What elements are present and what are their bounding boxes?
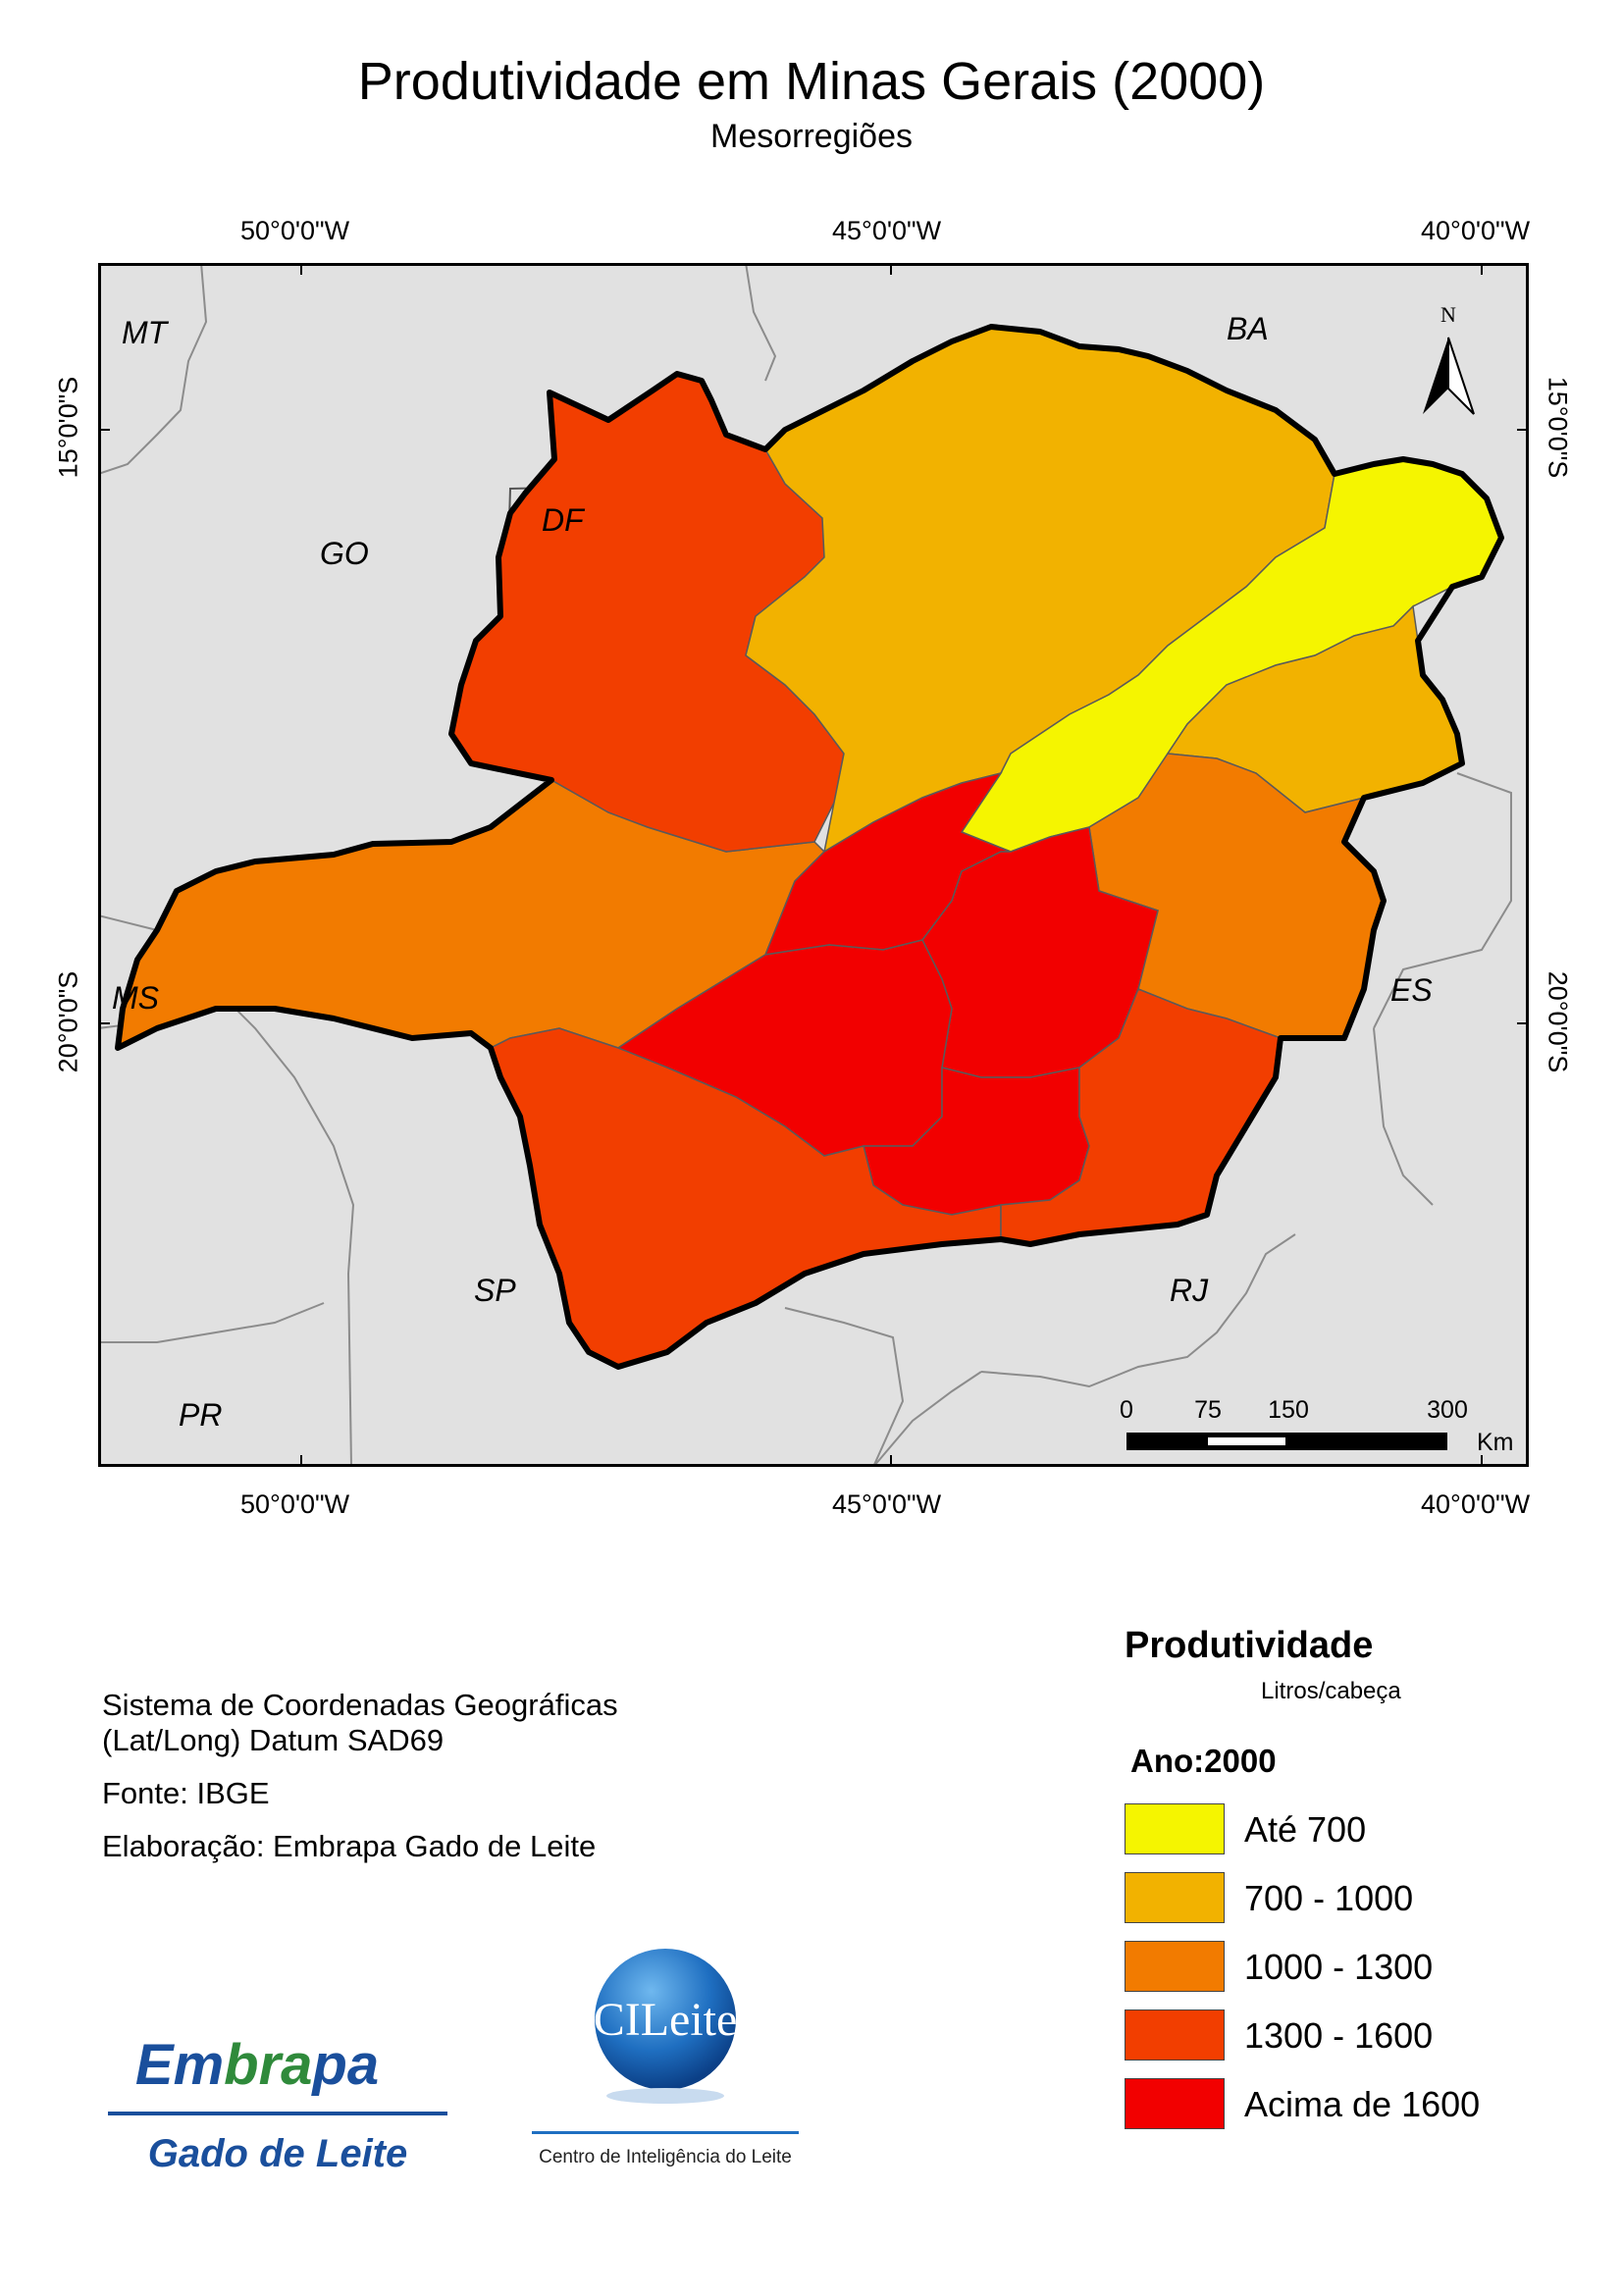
state-label-ba: BA: [1227, 311, 1269, 346]
map-border: [98, 263, 1529, 1467]
legend-item-ate-700: Até 700: [1125, 1803, 1537, 1856]
scale-tick-75: 75: [1194, 1396, 1222, 1424]
border-sp-rj: [784, 1307, 905, 1467]
state-label-df: DF: [542, 502, 586, 538]
border-es-rj: [1373, 1027, 1434, 1206]
legend-swatch: [1125, 1803, 1225, 1854]
svg-text:Embrapa: Embrapa: [135, 2033, 379, 2097]
coastline-sp: [872, 1371, 982, 1467]
state-label-pr: PR: [179, 1397, 222, 1433]
state-label-go: GO: [320, 536, 369, 571]
legend-item-acima-1600: Acima de 1600: [1125, 2078, 1537, 2131]
lon-label-bottom-45w: 45°0'0"W: [832, 1489, 942, 1519]
border-sp-pr: [98, 1302, 325, 1343]
lon-label-top-40w: 40°0'0"W: [1421, 216, 1531, 245]
source: Fonte: IBGE: [102, 1776, 270, 1810]
legend-label: Até 700: [1244, 1809, 1367, 1850]
svg-text:CILeite: CILeite: [594, 1994, 738, 2046]
legend-label: Acima de 1600: [1244, 2084, 1481, 2124]
datum: (Lat/Long) Datum SAD69: [102, 1723, 445, 1757]
map-subtitle: Mesorregiões: [710, 118, 913, 155]
north-arrow-letter: N: [1440, 302, 1456, 327]
coastline-rj: [980, 1233, 1296, 1388]
scale-tick-0: 0: [1120, 1396, 1133, 1424]
map-frame: MT BA GO DF MS ES SP RJ PR N 0 75 150 30…: [98, 263, 1529, 1467]
legend-swatch: [1125, 1872, 1225, 1923]
state-label-ms: MS: [112, 980, 159, 1016]
border-ba-es: [1373, 772, 1512, 1029]
legend-item-1300-1600: 1300 - 1600: [1125, 2009, 1537, 2062]
lon-label-bottom-40w: 40°0'0"W: [1421, 1489, 1531, 1519]
lat-label-right-15s: 15°0'0"S: [1543, 376, 1573, 479]
minas-gerais-outline: [115, 324, 1504, 1370]
lat-label-left-20s: 20°0'0"S: [53, 970, 83, 1073]
legend-unit: Litros/cabeça: [1261, 1678, 1401, 1704]
lon-label-bottom-50w: 50°0'0"W: [240, 1489, 350, 1519]
map-info: Sistema de Coordenadas Geográficas (Lat/…: [102, 1684, 618, 1868]
north-arrow-icon: N: [1423, 302, 1475, 415]
lat-label-right-20s: 20°0'0"S: [1543, 970, 1573, 1073]
state-label-sp: SP: [474, 1273, 516, 1308]
legend-swatch: [1125, 2078, 1225, 2129]
embrapa-logo: Embrapa Gado de Leite: [108, 2013, 457, 2186]
border-mt-go: [98, 263, 208, 475]
state-label-rj: RJ: [1170, 1273, 1209, 1308]
legend-title: Produtividade: [1125, 1625, 1374, 1666]
legend-swatch: [1125, 2009, 1225, 2061]
author: Elaboração: Embrapa Gado de Leite: [102, 1829, 597, 1863]
svg-text:Centro de Inteligência do Leit: Centro de Inteligência do Leite: [539, 2147, 792, 2167]
state-label-es: ES: [1390, 972, 1433, 1008]
legend-item-700-1000: 700 - 1000: [1125, 1872, 1537, 1925]
legend-label: 700 - 1000: [1244, 1878, 1414, 1918]
lon-label-top-45w: 45°0'0"W: [832, 216, 942, 245]
scale-tick-300: 300: [1427, 1396, 1468, 1424]
map-title: Produtividade em Minas Gerais (2000): [357, 52, 1266, 111]
neighbour-state-borders: [98, 263, 1512, 1467]
scale-tick-150: 150: [1268, 1396, 1309, 1424]
svg-text:Gado de Leite: Gado de Leite: [148, 2132, 408, 2175]
legend-label: 1300 - 1600: [1244, 2015, 1434, 2056]
state-label-mt: MT: [122, 315, 170, 350]
lon-label-top-50w: 50°0'0"W: [240, 216, 350, 245]
legend-label: 1000 - 1300: [1244, 1947, 1434, 1987]
border-go-ba: [745, 263, 777, 382]
mesoregion-map: MT BA GO DF MS ES SP RJ PR N 0 75 150 30…: [98, 263, 1529, 1467]
coordinate-system: Sistema de Coordenadas Geográficas: [102, 1688, 618, 1722]
scale-unit: Km: [1477, 1429, 1514, 1456]
cileite-logo: CILeite Centro de Inteligência do Leite: [528, 1939, 803, 2174]
legend-year: Ano:2000: [1130, 1743, 1277, 1779]
scale-bar: 0 75 150 300 Km: [1120, 1396, 1513, 1456]
legend-item-1000-1300: 1000 - 1300: [1125, 1941, 1537, 1994]
legend-swatch: [1125, 1941, 1225, 1992]
lat-label-left-15s: 15°0'0"S: [53, 376, 83, 479]
